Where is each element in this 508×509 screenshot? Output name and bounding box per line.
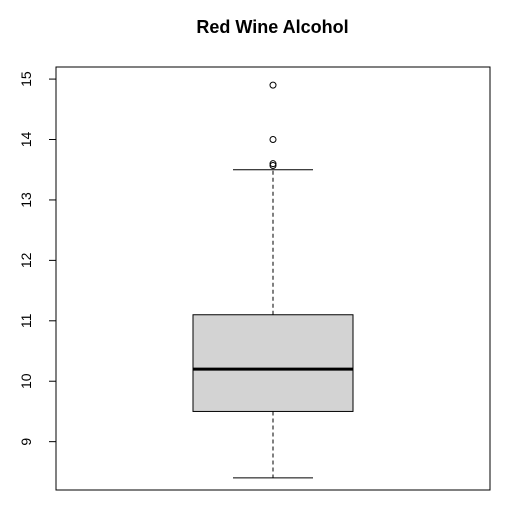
box-group (193, 82, 353, 478)
outlier-point (270, 137, 276, 143)
outlier-point (270, 82, 276, 88)
y-axis: 9 10 11 12 13 14 15 (18, 71, 56, 445)
y-tick-label: 11 (18, 313, 34, 328)
y-tick-label: 10 (18, 373, 34, 389)
y-tick-label: 12 (18, 252, 34, 268)
y-tick-label: 15 (18, 71, 34, 87)
y-tick-label: 13 (18, 192, 34, 208)
y-tick-label: 14 (18, 132, 34, 148)
interquartile-box (193, 315, 353, 412)
y-tick-label: 9 (18, 438, 34, 446)
